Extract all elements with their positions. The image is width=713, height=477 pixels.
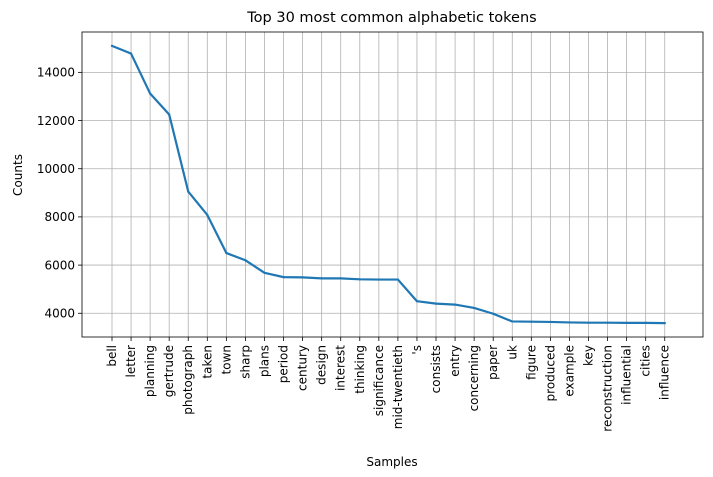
data-point xyxy=(129,52,133,55)
x-tick-label: thinking xyxy=(353,345,367,394)
x-tick-label: mid-twentieth xyxy=(391,345,405,429)
x-tick-label: gertrude xyxy=(162,345,176,397)
data-point xyxy=(396,278,399,281)
data-point xyxy=(320,277,323,280)
data-point xyxy=(492,312,495,315)
data-point xyxy=(663,322,666,325)
data-point xyxy=(263,271,266,274)
data-point xyxy=(110,44,114,47)
x-tick-label: design xyxy=(315,345,329,385)
y-axis-title: Counts xyxy=(11,154,25,196)
data-point xyxy=(377,278,380,281)
data-point xyxy=(511,320,514,323)
data-point xyxy=(530,320,533,323)
y-tick-label: 12000 xyxy=(37,114,75,128)
x-tick-label: planning xyxy=(143,345,157,397)
x-tick-label: figure xyxy=(524,345,538,380)
data-point xyxy=(282,276,285,279)
x-tick-label: plans xyxy=(257,345,271,377)
x-tick-label: town xyxy=(219,345,233,374)
x-tick-label: photograph xyxy=(181,345,195,415)
data-point xyxy=(225,251,228,255)
data-point xyxy=(339,277,342,280)
chart-title: Top 30 most common alphabetic tokens xyxy=(246,10,536,26)
x-tick-label: sharp xyxy=(238,345,252,379)
x-tick-label: cities xyxy=(639,345,653,377)
data-point xyxy=(606,321,609,324)
y-tick-label: 10000 xyxy=(37,162,75,176)
y-tick-label: 8000 xyxy=(44,210,75,224)
x-tick-label: consists xyxy=(429,345,443,393)
y-tick-label: 14000 xyxy=(37,66,75,80)
data-point xyxy=(206,213,209,217)
x-tick-label: influential xyxy=(620,345,634,405)
x-tick-label: reconstruction xyxy=(601,345,615,432)
x-tick-label: key xyxy=(582,345,596,366)
series-line xyxy=(110,44,666,325)
x-tick-label: 's xyxy=(410,345,424,355)
x-axis: bell letter planning gertrude photograph take… xyxy=(105,337,672,432)
data-point xyxy=(587,321,590,324)
x-axis-title: Samples xyxy=(366,455,417,469)
x-tick-label: concerning xyxy=(467,345,481,411)
data-point xyxy=(473,306,476,310)
data-point xyxy=(244,259,247,262)
y-tick-label: 4000 xyxy=(44,307,75,321)
x-tick-label: paper xyxy=(486,345,500,380)
data-point xyxy=(415,300,419,303)
x-tick-label: period xyxy=(277,345,291,383)
grid xyxy=(82,32,703,337)
x-tick-label: bell xyxy=(105,345,119,367)
x-tick-label: uk xyxy=(505,345,519,360)
x-tick-label: interest xyxy=(334,345,348,391)
data-point xyxy=(453,303,457,306)
x-tick-label: entry xyxy=(448,345,462,377)
x-tick-label: influence xyxy=(658,345,672,400)
plot-frame xyxy=(81,31,704,338)
y-tick-label: 6000 xyxy=(44,258,75,272)
data-point xyxy=(187,190,190,193)
x-tick-label: taken xyxy=(200,345,214,379)
data-point xyxy=(568,321,571,324)
data-point xyxy=(301,276,304,279)
data-point xyxy=(434,302,438,305)
x-tick-label: example xyxy=(562,345,576,397)
data-point xyxy=(358,278,361,281)
data-point xyxy=(549,320,552,324)
data-point xyxy=(625,321,628,325)
data-point xyxy=(168,113,171,116)
x-tick-label: produced xyxy=(543,345,557,401)
x-tick-label: significance xyxy=(372,345,386,416)
y-axis: 4000 6000 8000 10000 12000 14000 xyxy=(37,66,82,321)
x-tick-label: letter xyxy=(124,345,138,378)
data-point xyxy=(644,321,647,325)
data-point xyxy=(149,92,152,95)
x-tick-label: century xyxy=(296,345,310,391)
